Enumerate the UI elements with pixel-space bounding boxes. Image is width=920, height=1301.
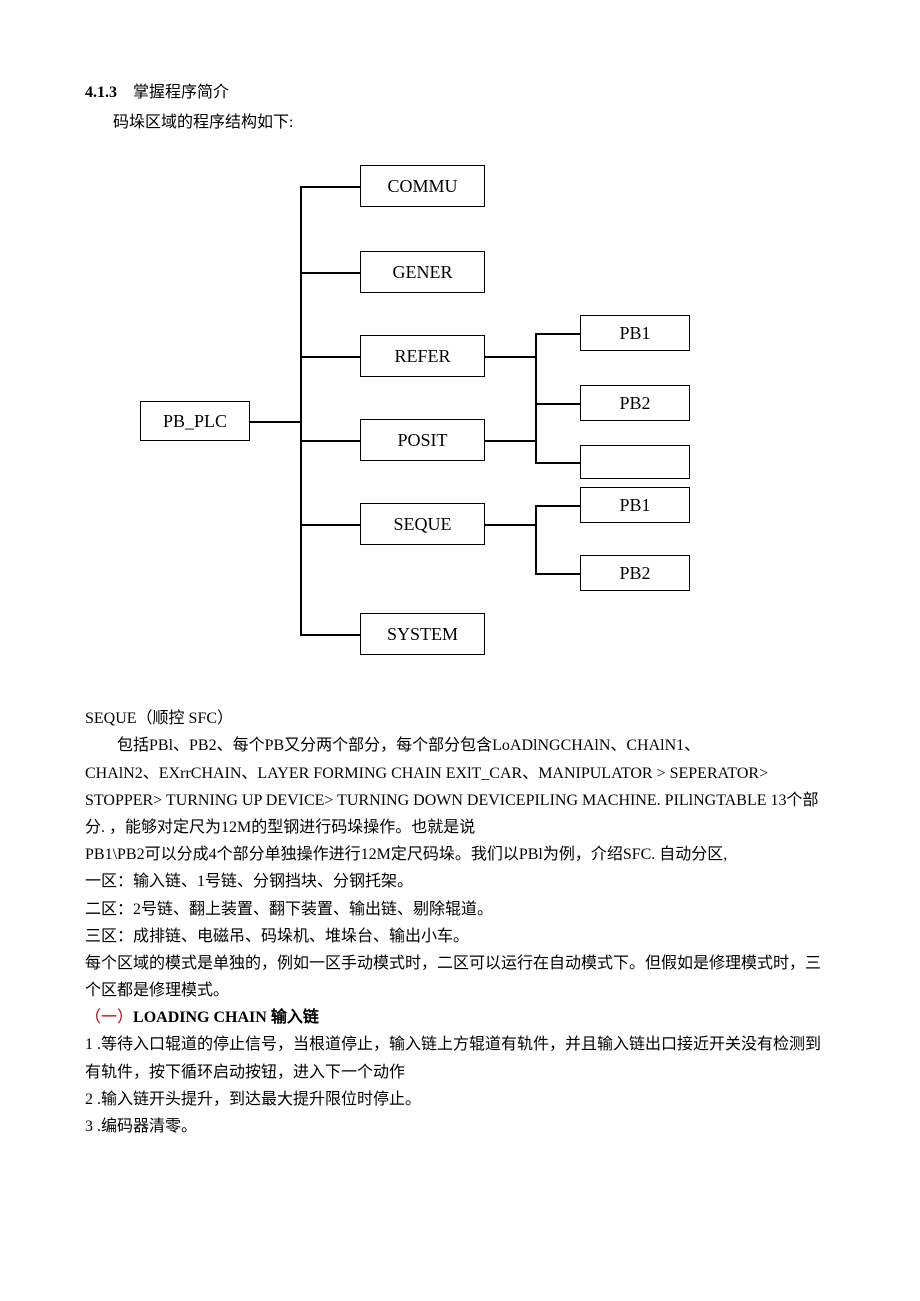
connector-line xyxy=(535,333,580,335)
paragraph-1b: CHAlN2、EXrrCHAIN、LAYER FORMING CHAIN EXl… xyxy=(85,765,819,836)
tree-level3-node xyxy=(580,445,690,479)
connector-line xyxy=(535,462,580,464)
paragraph-1a: 包括PBl、PB2、每个PB又分两个部分，每个部分包含LoADlNGCHAlN、… xyxy=(85,732,835,759)
subtitle-text: 码垛区域的程序结构如下: xyxy=(113,110,835,136)
connector-line xyxy=(300,440,360,442)
section-1-title: （一）LOADING CHAIN 输入链 xyxy=(85,1004,835,1031)
heading-title: 掌握程序简介 xyxy=(133,84,229,101)
tree-level2-node: GENER xyxy=(360,251,485,293)
connector-line xyxy=(485,356,535,358)
section-title-en: LOADING CHAIN xyxy=(133,1009,267,1026)
connector-line xyxy=(485,440,535,442)
tree-level3-node: PB1 xyxy=(580,487,690,523)
connector-line xyxy=(535,333,537,463)
zone-1: 一区：输入链、1号链、分钢挡块、分钢托架。 xyxy=(85,868,835,895)
tree-root-node: PB_PLC xyxy=(140,401,250,441)
seque-label: SEQUE（顺控 SFC） xyxy=(85,710,233,727)
list-item-2: 2 .输入链开头提升，到达最大提升限位时停止。 xyxy=(85,1086,835,1113)
connector-line xyxy=(300,356,360,358)
tree-level2-node: SEQUE xyxy=(360,503,485,545)
tree-level2-node: SYSTEM xyxy=(360,613,485,655)
connector-line xyxy=(535,403,580,405)
connector-line xyxy=(535,505,580,507)
connector-line xyxy=(535,573,580,575)
body-content: SEQUE（顺控 SFC） 包括PBl、PB2、每个PB又分两个部分，每个部分包… xyxy=(85,705,835,1140)
section-heading: 4.1.3 掌握程序简介 xyxy=(85,80,835,106)
connector-line xyxy=(250,421,300,423)
list-item-3: 3 .编码器清零。 xyxy=(85,1113,835,1140)
zone-note: 每个区域的模式是单独的，例如一区手动模式时，二区可以运行在自动模式下。但假如是修… xyxy=(85,950,835,1004)
section-title-cn: 输入链 xyxy=(267,1009,319,1026)
tree-level3-node: PB2 xyxy=(580,555,690,591)
paragraph-2: PB1\PB2可以分成4个部分单独操作进行12M定尺码垛。我们以PBl为例，介绍… xyxy=(85,841,835,868)
list-item-1: 1 .等待入口辊道的停止信号，当根道停止，输入链上方辊道有轨件，并且输入链出口接… xyxy=(85,1031,835,1085)
connector-line xyxy=(300,186,302,634)
tree-diagram: PB_PLC COMMU GENER REFER POSIT SEQUE SYSTEM PB1… xyxy=(140,155,780,675)
tree-level2-node: POSIT xyxy=(360,419,485,461)
tree-level3-node: PB1 xyxy=(580,315,690,351)
tree-level3-node: PB2 xyxy=(580,385,690,421)
connector-line xyxy=(300,272,360,274)
zone-2: 二区：2号链、翻上装置、翻下装置、输出链、剔除辊道。 xyxy=(85,896,835,923)
tree-level2-node: REFER xyxy=(360,335,485,377)
connector-line xyxy=(300,186,360,188)
section-prefix: （一） xyxy=(85,1009,133,1026)
connector-line xyxy=(535,505,537,573)
connector-line xyxy=(300,634,360,636)
heading-number: 4.1.3 xyxy=(85,84,117,101)
zone-3: 三区：成排链、电磁吊、码垛机、堆垛台、输出小车。 xyxy=(85,923,835,950)
tree-level2-node: COMMU xyxy=(360,165,485,207)
connector-line xyxy=(485,524,535,526)
connector-line xyxy=(300,524,360,526)
